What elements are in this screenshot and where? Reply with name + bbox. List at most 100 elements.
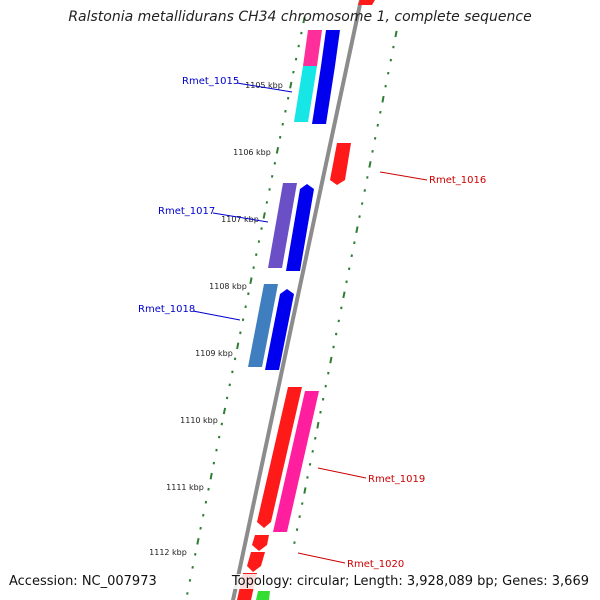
cds-feature-rmet-1019: [257, 387, 302, 528]
kbp-label: 1108 kbp: [209, 282, 247, 291]
inner-ruler-tick: [207, 487, 210, 491]
cds-feature-rmet-1018: [265, 289, 294, 370]
inner-ruler-tick: [233, 357, 237, 361]
inner-ruler-tick: [249, 277, 253, 285]
inner-ruler-tick: [196, 537, 200, 545]
cog-feature-rmet-1019: [273, 391, 319, 532]
inner-ruler-tick: [252, 266, 255, 270]
gene-label-group: Rmet_1015 Rmet_1016 Rmet_1017 Rmet_1018 Rmet…: [138, 76, 486, 570]
inner-ruler-tick: [262, 212, 266, 219]
inner-ruler-tick: [255, 253, 258, 257]
kbp-label: 1106 kbp: [233, 148, 271, 157]
cog-feature-rmet-1015: [294, 66, 317, 122]
outer-ruler-tick: [358, 215, 361, 219]
cds-feature-bottom-green: [256, 591, 270, 600]
outer-ruler-tick: [366, 176, 369, 179]
outer-ruler-tick: [353, 241, 356, 245]
inner-ruler-tick: [212, 461, 216, 465]
cds-feature-rmet-1016: [330, 143, 351, 185]
cds-feature-rmet-1015: [312, 61, 335, 124]
inner-ruler-tick: [270, 174, 274, 178]
outer-ruler-tick: [308, 462, 312, 466]
inner-ruler-tick: [188, 578, 192, 582]
outer-ruler-tick: [329, 356, 333, 364]
gene-label-rmet-1018[interactable]: Rmet_1018: [138, 304, 195, 315]
outer-ruler-tick: [301, 502, 304, 505]
gene-label-rmet-1015[interactable]: Rmet_1015: [182, 76, 239, 87]
inner-tick-ruler: [186, 16, 306, 595]
inner-ruler-tick: [239, 331, 242, 335]
inner-ruler-tick: [217, 435, 221, 439]
inner-ruler-tick: [257, 240, 261, 243]
inner-ruler-tick: [294, 57, 298, 61]
inner-ruler-tick: [268, 188, 271, 191]
outer-ruler-tick: [360, 202, 364, 205]
inner-ruler-tick: [209, 472, 213, 480]
outer-tick-ruler: [293, 30, 398, 545]
inner-ruler-tick: [281, 122, 284, 126]
inner-ruler-tick: [202, 513, 205, 517]
inner-ruler-tick: [244, 305, 247, 309]
outer-ruler-tick: [340, 306, 343, 310]
inner-ruler-tick: [228, 383, 231, 387]
gene-leader-line: [192, 310, 241, 321]
outer-ruler-tick: [295, 528, 299, 532]
outer-ruler-tick: [381, 95, 385, 103]
map-title: Ralstonia metallidurans CH34 chromosome …: [68, 9, 532, 25]
outer-ruler-tick: [345, 280, 348, 284]
cds-feature-rmet-1017: [286, 184, 314, 271]
cds-feature-small-red-1: [252, 535, 269, 551]
outer-ruler-tick: [363, 189, 366, 192]
outer-ruler-tick: [342, 291, 346, 299]
gene-leader-line: [236, 82, 293, 93]
cds-feature-top-blue: [321, 30, 340, 66]
gene-leader-line: [297, 552, 346, 564]
cog-feature-rmet-1017: [268, 183, 297, 268]
chromosome-backbone: [231, 0, 363, 600]
outer-ruler-tick: [306, 476, 309, 479]
inner-ruler-tick: [284, 109, 287, 113]
outer-ruler-tick: [303, 487, 307, 494]
inner-ruler-tick: [222, 407, 227, 415]
outer-ruler-tick: [368, 161, 372, 168]
inner-ruler-tick: [241, 318, 245, 322]
outer-ruler-tick: [371, 149, 374, 153]
accession-text: Accession: NC_007973: [9, 574, 157, 589]
outer-ruler-tick: [379, 110, 382, 114]
gene-label-rmet-1017[interactable]: Rmet_1017: [158, 206, 215, 217]
gene-label-rmet-1020[interactable]: Rmet_1020: [347, 559, 404, 570]
inner-ruler-tick: [289, 81, 293, 89]
kbp-label: 1112 kbp: [149, 548, 187, 557]
gene-leader-line: [317, 467, 367, 479]
outer-ruler-tick: [347, 267, 351, 271]
inner-ruler-tick: [273, 161, 277, 165]
gene-label-rmet-1019[interactable]: Rmet_1019: [368, 474, 425, 485]
outer-ruler-tick: [355, 226, 359, 234]
inner-ruler-tick: [194, 552, 197, 556]
outer-ruler-tick: [316, 421, 320, 429]
inner-ruler-tick: [302, 16, 306, 24]
inner-ruler-tick: [247, 292, 250, 296]
outer-ruler-tick: [293, 541, 296, 545]
outer-ruler-tick: [376, 123, 379, 127]
outer-ruler-tick: [350, 254, 353, 258]
outer-ruler-tick: [332, 345, 335, 349]
inner-ruler-tick: [275, 146, 280, 154]
cds-feature-top-red: [358, 0, 375, 5]
kbp-label: 1111 kbp: [166, 483, 204, 492]
gene-leader-line: [379, 171, 428, 181]
cog-feature-top-pink: [303, 30, 322, 66]
gene-label-rmet-1016[interactable]: Rmet_1016: [429, 175, 486, 186]
kbp-label: 1105 kbp: [245, 81, 283, 90]
gene-leader-line: [212, 212, 269, 223]
inner-ruler-tick: [265, 201, 269, 204]
outer-ruler-tick: [373, 136, 377, 140]
outer-ruler-tick: [298, 515, 301, 519]
kbp-label: 1110 kbp: [180, 416, 218, 425]
inner-ruler-tick: [300, 31, 303, 35]
inner-ruler-tick: [260, 227, 263, 230]
inner-ruler-tick: [191, 565, 194, 569]
outer-ruler-tick: [334, 332, 338, 336]
